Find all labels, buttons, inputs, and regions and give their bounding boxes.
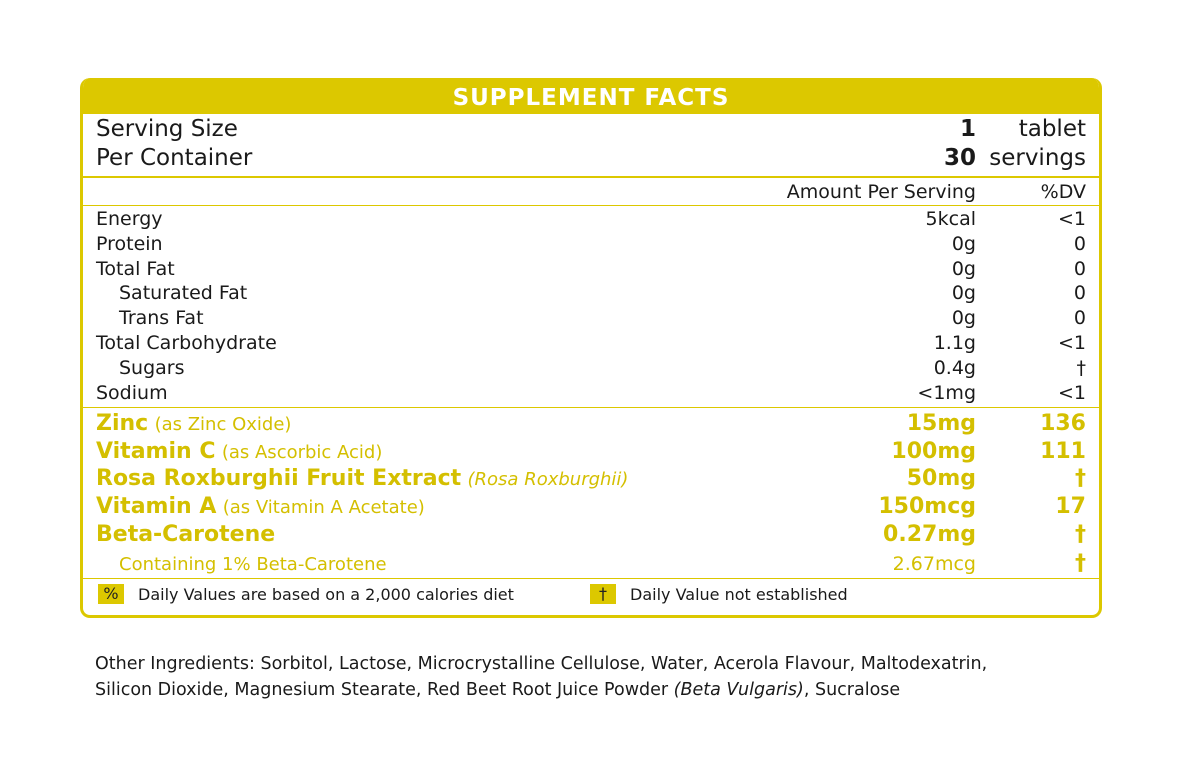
- ingredient-amount: 150mcg: [878, 494, 976, 520]
- nutrient-name: Sodium: [96, 381, 168, 404]
- nutrient-amount: 0g: [951, 307, 976, 330]
- dagger-symbol: †: [590, 584, 616, 604]
- nutrient-amount: 0g: [951, 282, 976, 305]
- nutrient-dv: <1: [1057, 381, 1086, 404]
- other-ingredients: Other Ingredients: Sorbitol, Lactose, Mi…: [95, 654, 988, 700]
- ingredient-name: Vitamin C: [96, 438, 216, 464]
- column-header-row: Amount Per Serving %DV: [786, 181, 1086, 203]
- nutrient-row: Protein 0g 0: [96, 233, 1086, 258]
- nutrient-dv: 0: [1073, 282, 1086, 305]
- nutrient-dv: 0: [1073, 232, 1086, 255]
- ingredient-source: (Rosa Roxburghii): [467, 469, 629, 491]
- ingredient-name: Beta-Carotene: [96, 521, 276, 547]
- per-container-row: Per Container 30 servings: [96, 145, 1086, 171]
- nutrient-amount: 1.1g: [933, 332, 976, 354]
- divider: [83, 176, 1099, 178]
- ingredient-dv: 136: [1040, 411, 1086, 436]
- ingredient-name: Rosa Roxburghii Fruit Extract: [96, 466, 462, 492]
- nutrient-row: Saturated Fat 0g 0: [96, 282, 1086, 307]
- nutrient-amount: 0g: [951, 257, 976, 280]
- active-ingredient-row: Beta-Carotene 0.27mg †: [96, 522, 1086, 547]
- nutrient-name: Trans Fat: [119, 307, 204, 330]
- ingredient-source: (as Ascorbic Acid): [221, 441, 383, 463]
- nutrient-row: Energy 5kcal <1: [96, 208, 1086, 233]
- ingredient-amount: 50mg: [906, 466, 976, 492]
- nutrient-name: Sugars: [119, 356, 185, 379]
- divider: [83, 205, 1099, 206]
- supplement-facts-panel: SUPPLEMENT FACTS Serving Size 1 tablet P…: [80, 78, 1102, 618]
- nutrient-name: Protein: [96, 232, 163, 255]
- active-ingredient-row: Vitamin C (as Ascorbic Acid) 100mg 111: [96, 439, 1086, 464]
- ingredient-amount: 15mg: [906, 411, 976, 436]
- nutrient-row: Total Fat 0g 0: [96, 258, 1086, 283]
- divider: [83, 578, 1099, 579]
- divider: [83, 407, 1099, 408]
- ingredient-dv: 111: [1040, 438, 1086, 464]
- ingredient-dv: †: [1075, 521, 1086, 547]
- nutrient-name: Saturated Fat: [119, 282, 248, 305]
- ingredient-name: Vitamin A: [96, 494, 217, 520]
- nutrient-row-sub-active: Containing 1% Beta-Carotene 2.67mcg †: [119, 551, 1086, 576]
- nutrient-name: Energy: [96, 208, 163, 230]
- ingredient-source: (as Vitamin A Acetate): [222, 497, 425, 519]
- active-ingredient-row: Vitamin A (as Vitamin A Acetate) 150mcg 17: [96, 494, 1086, 519]
- nutrient-amount: 5kcal: [925, 208, 976, 230]
- nutrient-dv: <1: [1057, 208, 1086, 230]
- nutrient-dv: 0: [1073, 257, 1086, 280]
- ingredient-amount: 100mg: [891, 438, 976, 464]
- active-ingredient-row: Zinc (as Zinc Oxide) 15mg 136: [96, 411, 1086, 436]
- serving-size-row: Serving Size 1 tablet: [96, 116, 1086, 142]
- nutrient-name: Total Carbohydrate: [96, 332, 277, 354]
- panel-title: SUPPLEMENT FACTS: [83, 78, 1099, 114]
- nutrient-name: Total Fat: [96, 257, 175, 280]
- ingredient-amount: 0.27mg: [883, 521, 976, 547]
- nutrient-dv: <1: [1057, 332, 1086, 354]
- nutrient-amount: 0.4g: [933, 356, 976, 379]
- nutrient-row: Total Carbohydrate 1.1g <1: [96, 332, 1086, 357]
- nutrient-dv: †: [1076, 356, 1087, 379]
- nutrient-row: Trans Fat 0g 0: [96, 307, 1086, 332]
- nutrient-dv: 0: [1073, 307, 1086, 330]
- nutrient-row: Sugars 0.4g †: [96, 357, 1086, 382]
- percent-symbol: %: [98, 584, 124, 604]
- ingredient-name: Zinc: [96, 411, 149, 436]
- nutrient-amount: 0g: [951, 232, 976, 255]
- ingredient-dv: 17: [1055, 494, 1086, 520]
- nutrient-row: Sodium <1mg <1: [96, 382, 1086, 407]
- ingredient-source: (as Zinc Oxide): [154, 414, 292, 435]
- nutrient-amount: <1mg: [917, 381, 976, 404]
- active-ingredient-row: Rosa Roxburghii Fruit Extract (Rosa Roxb…: [96, 466, 1086, 491]
- footnotes: % Daily Values are based on a 2,000 calo…: [98, 584, 848, 604]
- ingredient-dv: †: [1075, 466, 1086, 492]
